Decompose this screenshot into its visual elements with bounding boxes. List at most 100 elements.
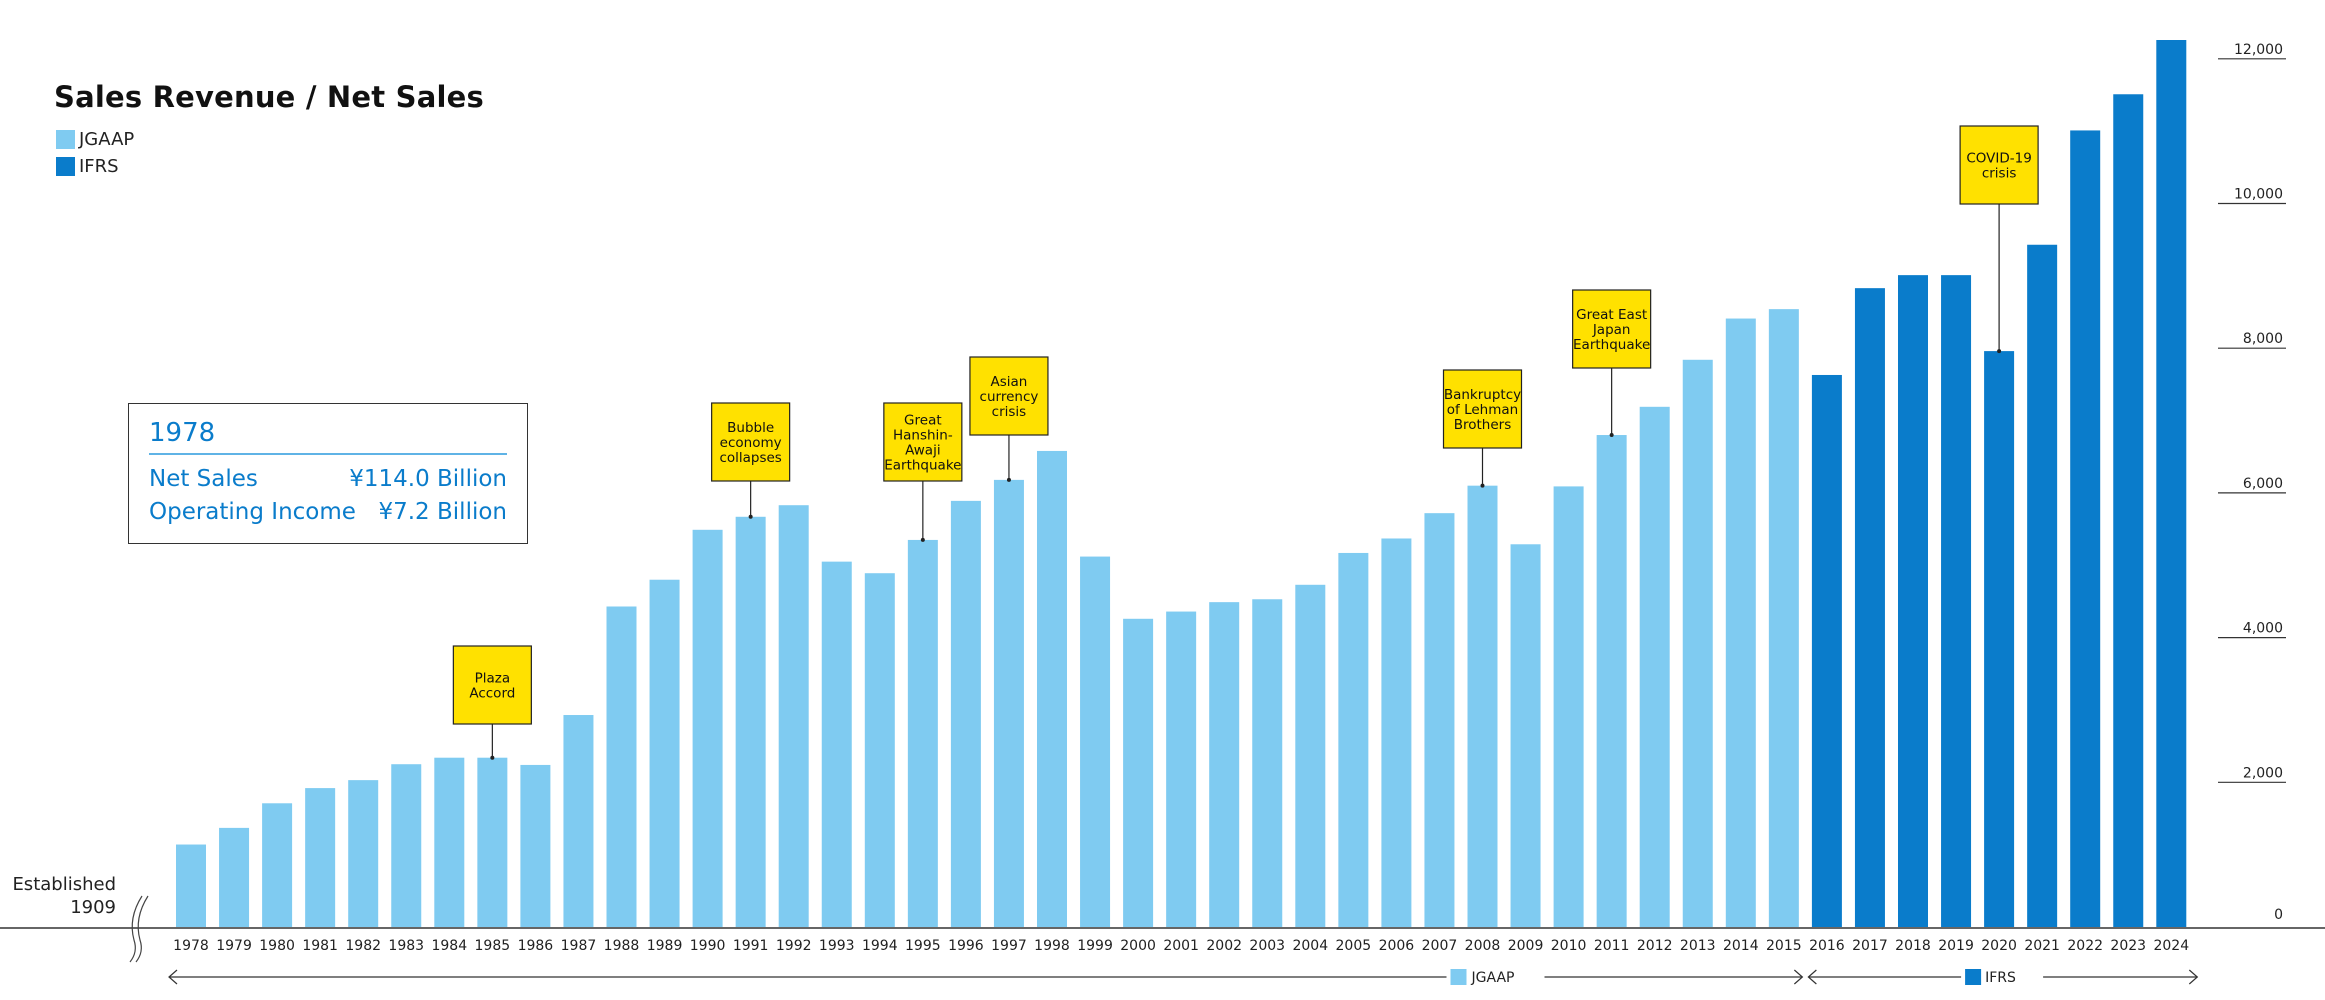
bar-2020: [1984, 351, 2015, 927]
y-tick-label: 2,000: [2243, 765, 2283, 781]
callout-text: Bubble: [727, 420, 774, 436]
established-label: Established: [12, 874, 116, 895]
bar-2018: [1898, 275, 1928, 927]
bar-2000: [1123, 618, 1154, 927]
period-label-jgaap: JGAAP: [1471, 970, 1515, 986]
x-tick-label: 1994: [862, 938, 898, 954]
info-year: 1978: [149, 418, 216, 448]
operating-income-label: Operating Income: [149, 499, 356, 525]
bar-1978: [176, 844, 206, 927]
x-tick-label: 2005: [1336, 938, 1372, 954]
callout-box-1985: [452, 645, 532, 725]
callout-text: Plaza: [475, 671, 511, 687]
bar-1995: [907, 539, 938, 927]
x-tick-label: 1991: [733, 938, 769, 954]
callout-text: Japan: [1592, 322, 1631, 338]
callout-text: Great: [904, 413, 942, 429]
legend: JGAAP IFRS: [56, 126, 134, 180]
x-tick-label: 1978: [173, 938, 209, 954]
x-tick-label: 2022: [2067, 938, 2103, 954]
legend-item-ifrs: IFRS: [56, 153, 134, 180]
x-tick-label: 2011: [1594, 938, 1630, 954]
x-tick-label: 2016: [1809, 938, 1845, 954]
callout-text: of Lehman: [1447, 402, 1518, 418]
x-tick-label: 1993: [819, 938, 855, 954]
x-tick-label: 2012: [1637, 938, 1673, 954]
operating-income-value: ¥7.2 Billion: [378, 499, 507, 525]
x-tick-label: 1984: [431, 938, 467, 954]
bar-2023: [2113, 94, 2144, 927]
bar-1999: [1080, 556, 1111, 927]
callout-box-1995: [883, 402, 963, 482]
x-tick-label: 1982: [345, 938, 381, 954]
bar-2008: [1467, 485, 1498, 927]
bar-2010: [1553, 486, 1584, 927]
bar-2019: [1941, 275, 1972, 927]
x-tick-label: 1996: [948, 938, 984, 954]
callout-text: Hanshin-: [893, 428, 953, 444]
callout-text: crisis: [992, 404, 1027, 420]
callout-box-1997: [969, 356, 1049, 436]
bar-1996: [950, 500, 981, 927]
bar-1986: [520, 764, 551, 927]
axis-break-mark: [129, 895, 143, 963]
callout-dot: [1997, 349, 2002, 354]
callout-box-2008: [1442, 369, 1523, 449]
x-tick-label: 2020: [1981, 938, 2017, 954]
callout-dot: [1006, 477, 1011, 482]
net-sales-label: Net Sales: [149, 466, 258, 492]
established-year: 1909: [70, 897, 116, 918]
bar-1979: [219, 827, 250, 927]
info-box: 1978 Net Sales ¥114.0 Billion Operating …: [128, 403, 528, 544]
callout-text: collapses: [719, 450, 781, 466]
net-sales-row: Net Sales ¥114.0 Billion: [149, 466, 507, 492]
y-tick-label: 4,000: [2243, 621, 2283, 637]
x-tick-label: 2024: [2153, 938, 2189, 954]
x-tick-label: 1987: [561, 938, 597, 954]
x-tick-label: 2003: [1249, 938, 1285, 954]
x-tick-label: 2013: [1680, 938, 1716, 954]
y-tick-label: 8,000: [2243, 331, 2283, 347]
x-tick-label: 1985: [475, 938, 511, 954]
y-tick-label: 6,000: [2243, 476, 2283, 492]
x-tick-label: 1989: [647, 938, 683, 954]
axis-break-mark: [135, 895, 149, 963]
established-note: Established 1909: [0, 873, 116, 919]
bar-1990: [692, 529, 723, 927]
bar-1982: [348, 780, 379, 927]
x-tick-label: 2017: [1852, 938, 1888, 954]
x-tick-label: 1995: [905, 938, 941, 954]
bar-1994: [864, 573, 895, 927]
x-tick-label: 2004: [1292, 938, 1328, 954]
x-tick-label: 2015: [1766, 938, 1802, 954]
bar-1987: [563, 715, 594, 927]
bar-1998: [1037, 450, 1067, 927]
legend-item-jgaap: JGAAP: [56, 126, 134, 153]
bar-1991: [735, 516, 766, 927]
bar-2016: [1811, 374, 1842, 928]
callout-dot: [1609, 433, 1614, 438]
x-tick-label: 2000: [1120, 938, 1156, 954]
x-tick-label: 2023: [2110, 938, 2146, 954]
callout-text: Earthquake: [1573, 337, 1650, 353]
callout-text: crisis: [1982, 166, 2017, 182]
callout-dot: [748, 514, 753, 519]
y-tick-label: 10,000: [2234, 187, 2283, 203]
bar-1984: [434, 757, 465, 927]
bar-2003: [1252, 599, 1283, 927]
bar-2022: [2070, 130, 2101, 927]
bar-2012: [1639, 406, 1670, 927]
bar-2007: [1424, 513, 1455, 927]
callout-box-1991: [711, 402, 791, 482]
legend-swatch-jgaap: [56, 130, 75, 149]
x-tick-label: 1980: [259, 938, 295, 954]
net-sales-value: ¥114.0 Billion: [349, 466, 507, 492]
bar-2011: [1596, 435, 1627, 927]
x-tick-label: 2010: [1551, 938, 1587, 954]
x-tick-label: 2008: [1465, 938, 1501, 954]
bar-2001: [1166, 611, 1197, 927]
callout-box-2011: [1572, 289, 1652, 369]
bar-2017: [1854, 288, 1885, 927]
x-tick-label: 2018: [1895, 938, 1931, 954]
